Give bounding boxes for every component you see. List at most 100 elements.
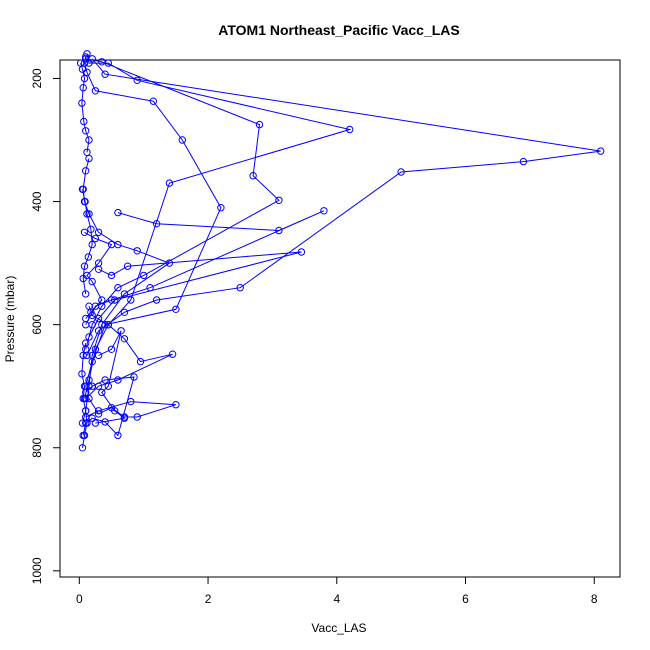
data-point <box>94 410 103 418</box>
data-point <box>79 84 87 92</box>
data-point <box>320 207 328 215</box>
x-axis: 0 2 4 6 8 <box>76 576 598 606</box>
data-point <box>79 394 87 403</box>
data-point <box>87 225 95 234</box>
data-point <box>83 419 91 427</box>
data-point <box>123 262 132 270</box>
data-point <box>217 204 225 212</box>
plot-frame <box>59 59 621 578</box>
data-point <box>114 431 122 440</box>
data-point <box>297 248 306 256</box>
y-axis: 200 400 600 800 1000 <box>30 68 61 584</box>
data-point <box>87 308 95 316</box>
series-line-3 <box>84 53 352 399</box>
series-line-8 <box>85 306 173 399</box>
data-point <box>149 97 158 105</box>
data-point <box>88 55 96 63</box>
data-point <box>104 382 113 390</box>
data-point <box>117 327 125 335</box>
data-point <box>130 373 138 381</box>
data-point <box>80 74 89 83</box>
data-point <box>127 296 135 304</box>
series-line-9 <box>85 398 177 418</box>
data-point <box>82 167 90 175</box>
series-line-15 <box>95 330 126 424</box>
data-point <box>84 253 93 261</box>
data-point <box>140 271 148 280</box>
y-tick-label: 200 <box>30 68 44 88</box>
data-point <box>94 228 103 237</box>
data-point <box>107 240 116 249</box>
data-point <box>82 339 90 347</box>
data-point <box>78 99 86 107</box>
data-point <box>133 76 141 85</box>
data-point <box>83 351 91 360</box>
data-point <box>80 228 89 237</box>
data-point <box>94 259 103 267</box>
series-line-7 <box>88 251 302 338</box>
data-point <box>82 407 90 415</box>
data-point <box>78 370 86 378</box>
data-point <box>133 247 141 255</box>
x-tick-label: 8 <box>591 592 598 606</box>
data-point <box>98 296 106 304</box>
series-line-6 <box>85 210 325 325</box>
data-point <box>172 305 180 313</box>
data-point <box>85 376 93 384</box>
data-point <box>98 58 106 66</box>
y-tick-label: 400 <box>30 191 44 211</box>
data-point <box>78 444 87 452</box>
data-point <box>249 172 257 180</box>
series-line-12 <box>81 343 88 448</box>
data-point <box>172 401 180 409</box>
data-point <box>152 296 161 304</box>
data-point <box>94 407 103 415</box>
data-point <box>83 148 91 157</box>
data-point <box>82 314 90 323</box>
data-point <box>111 296 119 304</box>
data-point <box>82 290 90 298</box>
data-point <box>275 226 283 235</box>
data-point <box>104 321 113 329</box>
data-point <box>91 234 100 243</box>
data-point <box>81 197 89 206</box>
data-point <box>82 127 90 135</box>
data-point <box>114 284 122 292</box>
data-point <box>91 87 100 95</box>
data-point <box>114 208 122 217</box>
data-point <box>85 333 93 341</box>
data-point <box>136 357 145 366</box>
data-point <box>165 179 174 187</box>
data-point <box>94 314 103 323</box>
y-tick-label: 800 <box>30 437 44 457</box>
data-point <box>78 65 87 73</box>
data-point <box>91 345 100 353</box>
data-point <box>597 147 605 155</box>
data-point <box>168 350 177 358</box>
data-point <box>107 271 116 280</box>
data-point <box>152 220 161 228</box>
data-point <box>85 136 93 144</box>
data-point <box>88 382 96 390</box>
series-line-10 <box>82 376 135 437</box>
series-line-11 <box>84 231 113 319</box>
data-point <box>255 120 264 129</box>
data-point <box>79 351 87 360</box>
series-layer <box>76 50 605 452</box>
data-point <box>91 419 100 427</box>
data-point <box>120 414 129 422</box>
data-point <box>88 277 96 286</box>
y-tick-label: 1000 <box>30 557 44 584</box>
data-point <box>80 382 89 390</box>
data-point <box>133 413 141 421</box>
data-point <box>88 240 96 249</box>
x-tick-label: 4 <box>333 592 340 606</box>
data-point <box>178 136 187 144</box>
series-line-4 <box>85 58 280 350</box>
data-point <box>120 308 129 316</box>
series-line-5 <box>86 58 601 356</box>
data-point <box>78 185 87 194</box>
data-point <box>101 70 109 78</box>
data-point <box>83 210 91 218</box>
